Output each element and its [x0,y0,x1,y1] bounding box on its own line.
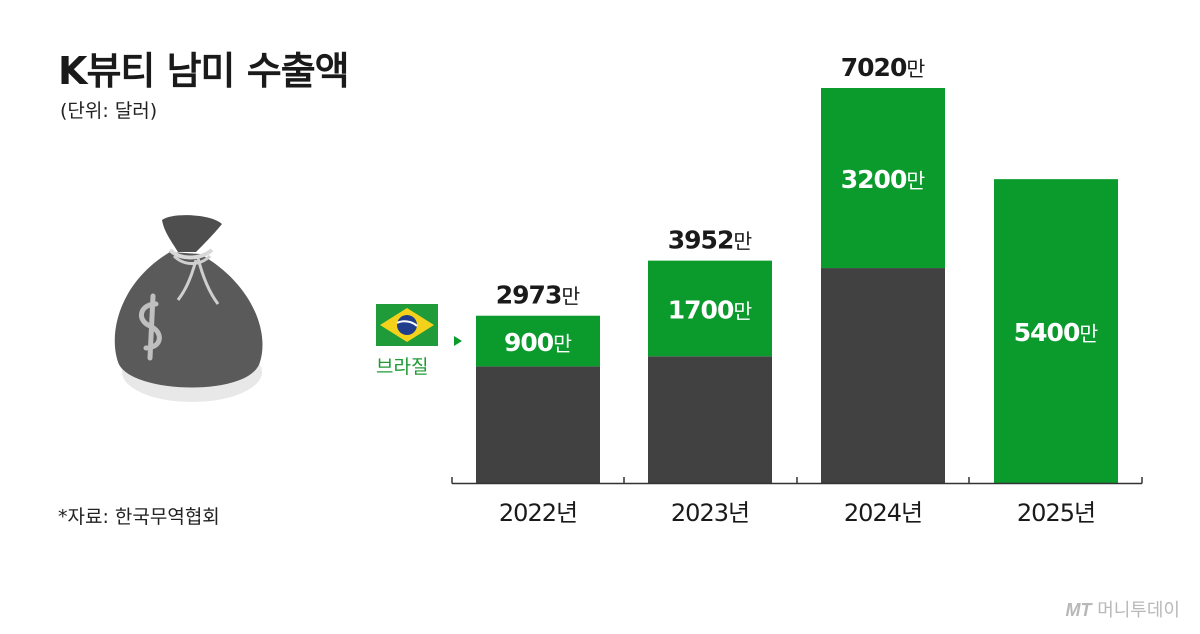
legend-brazil-label: 브라질 [376,356,429,378]
brazil-flag-icon [376,304,438,346]
bar-segment-other [476,366,600,483]
total-value-label: 3952만 [668,226,753,255]
x-tick-label: 2023년 [671,499,749,527]
segment-value-label: 1700만 [668,295,753,324]
dollar-icon [139,293,162,361]
chart-title: K뷰티 남미 수출액 [58,49,350,93]
arrow-right-icon [454,336,462,346]
source-note: *자료: 한국무역협회 [58,506,220,528]
bar-segment-brazil [821,88,945,269]
bar-segment-brazil [476,315,600,367]
bar-segment-other [821,268,945,483]
watermark: MT 머니투데이 [1065,596,1180,622]
x-tick-label: 2022년 [499,499,577,527]
bar-segment-brazil [648,260,772,357]
money-bag-icon [114,215,263,402]
segment-value-label: 3200만 [841,165,926,194]
segment-value-label: 5400만 [1014,318,1099,347]
total-value-label: 7020만 [841,53,926,82]
x-tick-label: 2024년 [844,499,922,527]
x-tick-label: 2025년 [1017,499,1095,527]
bar-segment-brazil [994,179,1118,483]
total-value-label: 2973만 [496,281,581,310]
segment-value-label: 900만 [504,328,572,357]
bar-segment-other [648,356,772,483]
chart-unit-note: (단위: 달러) [60,100,158,122]
watermark-logo: MT [1065,600,1092,620]
watermark-name: 머니투데이 [1097,600,1180,621]
